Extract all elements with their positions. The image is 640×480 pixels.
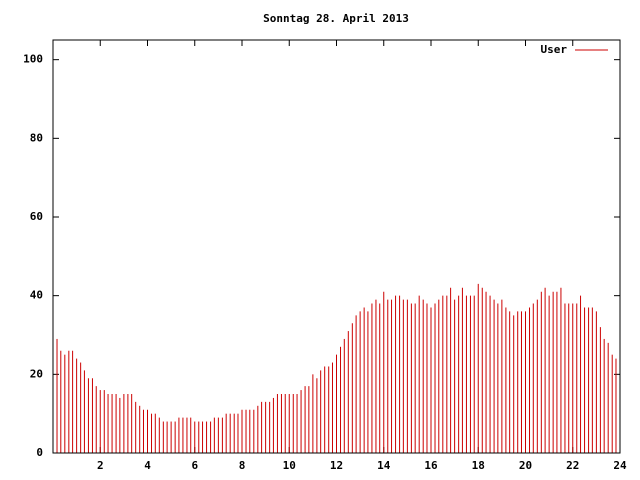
y-tick-label: 20 [30,367,43,380]
x-tick-label: 6 [191,459,198,472]
x-tick-label: 4 [144,459,151,472]
chart-title: Sonntag 28. April 2013 [263,12,409,25]
y-tick-label: 60 [30,210,43,223]
x-tick-label: 10 [283,459,296,472]
x-tick-label: 12 [330,459,343,472]
legend-label: User [541,43,568,56]
x-tick-label: 14 [377,459,391,472]
y-tick-label: 100 [23,53,43,66]
plot-border [52,39,621,454]
x-tick-label: 16 [424,459,438,472]
x-tick-label: 24 [613,459,627,472]
y-tick-label: 0 [36,446,43,459]
x-tick-label: 18 [472,459,485,472]
y-tick-label: 40 [30,289,43,302]
x-tick-label: 20 [519,459,532,472]
x-tick-label: 2 [97,459,104,472]
x-tick-label: 8 [239,459,246,472]
x-tick-label: 22 [566,459,579,472]
y-tick-label: 80 [30,131,43,144]
